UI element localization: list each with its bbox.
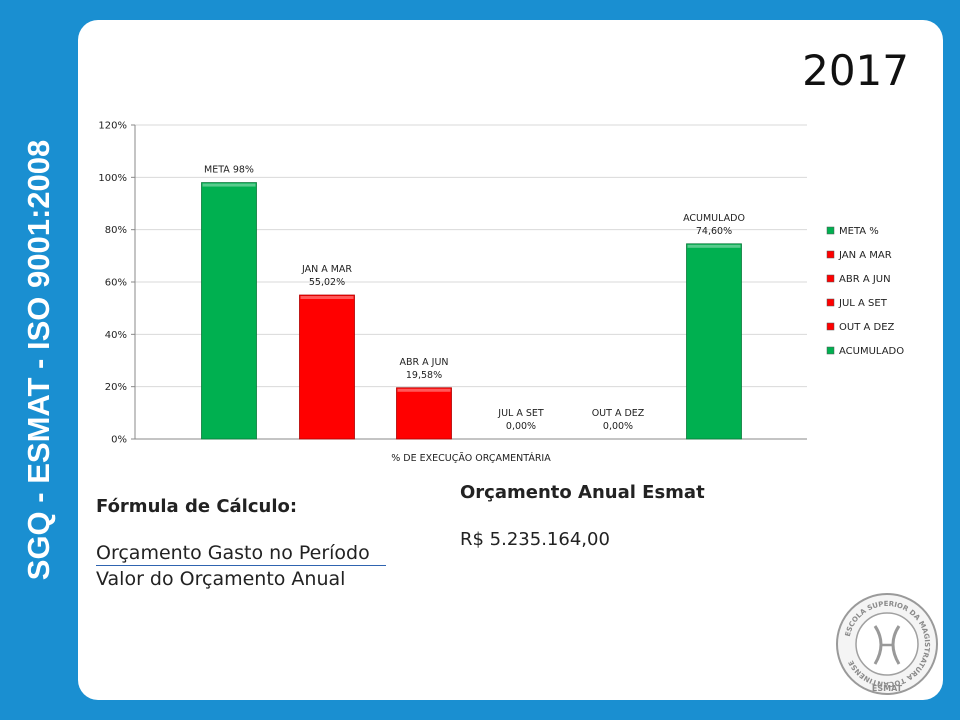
data-label: JUL A SET — [497, 408, 544, 419]
bar-highlight — [202, 183, 256, 187]
year-title: 2017 — [802, 46, 909, 95]
bar-highlight — [300, 296, 354, 300]
bar-meta- — [201, 182, 257, 440]
bar-highlight — [397, 388, 451, 392]
legend-swatch — [826, 346, 835, 355]
legend-swatch — [826, 226, 835, 235]
y-tick-label: 120% — [98, 121, 127, 132]
legend-label: JAN A MAR — [838, 250, 892, 261]
data-label: 0,00% — [506, 421, 536, 432]
data-label: ABR A JUN — [399, 357, 448, 368]
data-label: 0,00% — [603, 421, 633, 432]
esmat-seal-logo: ESCOLA SUPERIOR DA MAGISTRATURA TOCANTIN… — [836, 593, 938, 695]
annual-budget-title: Orçamento Anual Esmat — [460, 482, 705, 503]
y-tick-label: 80% — [105, 225, 127, 236]
budget-execution-chart: 0% 20% 40% 60% 80% 100% 120% META 98% JAN A MAR… — [98, 121, 904, 465]
legend-label: ABR A JUN — [839, 274, 891, 285]
legend-label: META % — [839, 226, 879, 237]
chart-data-labels: META 98% JAN A MAR 55,02% ABR A JUN 19,58% JU… — [204, 165, 745, 432]
y-tick-label: 0% — [111, 435, 127, 446]
formula-numerator: Orçamento Gasto no Período — [96, 542, 386, 566]
legend-label: OUT A DEZ — [839, 322, 895, 333]
side-banner: SGQ - ESMAT - ISO 9001:2008 — [0, 0, 78, 720]
y-tick-label: 20% — [105, 382, 127, 393]
y-tick-label: 100% — [98, 173, 127, 184]
data-label: META 98% — [204, 165, 254, 176]
legend-swatch — [826, 250, 835, 259]
slide: 2017 0% 20% 40% 60% 80% 100% 120% META 98% JAN … — [78, 20, 943, 700]
side-banner-text: SGQ - ESMAT - ISO 9001:2008 — [21, 139, 56, 581]
legend-swatch — [826, 274, 835, 283]
annual-budget-block: Orçamento Anual Esmat R$ 5.235.164,00 — [460, 482, 705, 550]
y-tick-label: 60% — [105, 278, 127, 289]
y-tick-label: 40% — [105, 330, 127, 341]
chart-legend: META % JAN A MAR ABR A JUN JUL A SET OUT A D… — [826, 226, 904, 357]
annual-budget-value: R$ 5.235.164,00 — [460, 529, 610, 550]
svg-text:ESMAT: ESMAT — [872, 684, 903, 693]
chart-x-axis-label: % DE EXECUÇÃO ORÇAMENTÁRIA — [391, 452, 551, 464]
formula-block: Fórmula de Cálculo: Orçamento Gasto no P… — [96, 496, 386, 590]
chart-bars — [201, 182, 742, 440]
bar-jan-a-mar — [299, 294, 355, 440]
legend-swatch — [826, 298, 835, 307]
formula-denominator: Valor do Orçamento Anual — [96, 568, 346, 590]
bar-abr-a-jun — [396, 387, 452, 440]
bar-acumulado — [686, 243, 742, 440]
legend-swatch — [826, 322, 835, 331]
bar-highlight — [687, 244, 741, 248]
formula-title: Fórmula de Cálculo: — [96, 496, 298, 517]
data-label: ACUMULADO — [683, 213, 745, 224]
data-label: JAN A MAR — [301, 264, 352, 275]
data-label: 55,02% — [309, 277, 345, 288]
legend-label: ACUMULADO — [839, 346, 904, 357]
legend-label: JUL A SET — [838, 298, 888, 309]
data-label: 19,58% — [406, 370, 442, 381]
data-label: OUT A DEZ — [592, 408, 645, 419]
data-label: 74,60% — [696, 226, 732, 237]
